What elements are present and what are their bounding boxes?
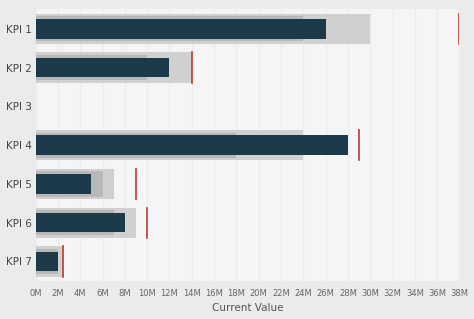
Bar: [36, 174, 91, 194]
Bar: [36, 249, 58, 274]
Bar: [36, 132, 237, 158]
Bar: [36, 213, 125, 232]
Bar: [36, 55, 147, 80]
Bar: [36, 10, 459, 48]
Bar: [36, 252, 58, 271]
Bar: [36, 48, 459, 87]
Bar: [36, 210, 114, 235]
Bar: [36, 169, 114, 199]
Bar: [36, 203, 459, 242]
Bar: [36, 52, 192, 83]
Bar: [36, 136, 348, 155]
Bar: [36, 19, 326, 39]
Bar: [36, 242, 459, 281]
Bar: [36, 171, 102, 197]
Bar: [36, 246, 64, 277]
Bar: [36, 16, 303, 41]
Bar: [36, 130, 303, 160]
X-axis label: Current Value: Current Value: [212, 303, 283, 314]
Bar: [36, 58, 169, 77]
Bar: [36, 208, 136, 238]
Bar: [36, 14, 370, 44]
Bar: [36, 87, 459, 126]
Bar: [36, 126, 459, 165]
Bar: [36, 165, 459, 203]
